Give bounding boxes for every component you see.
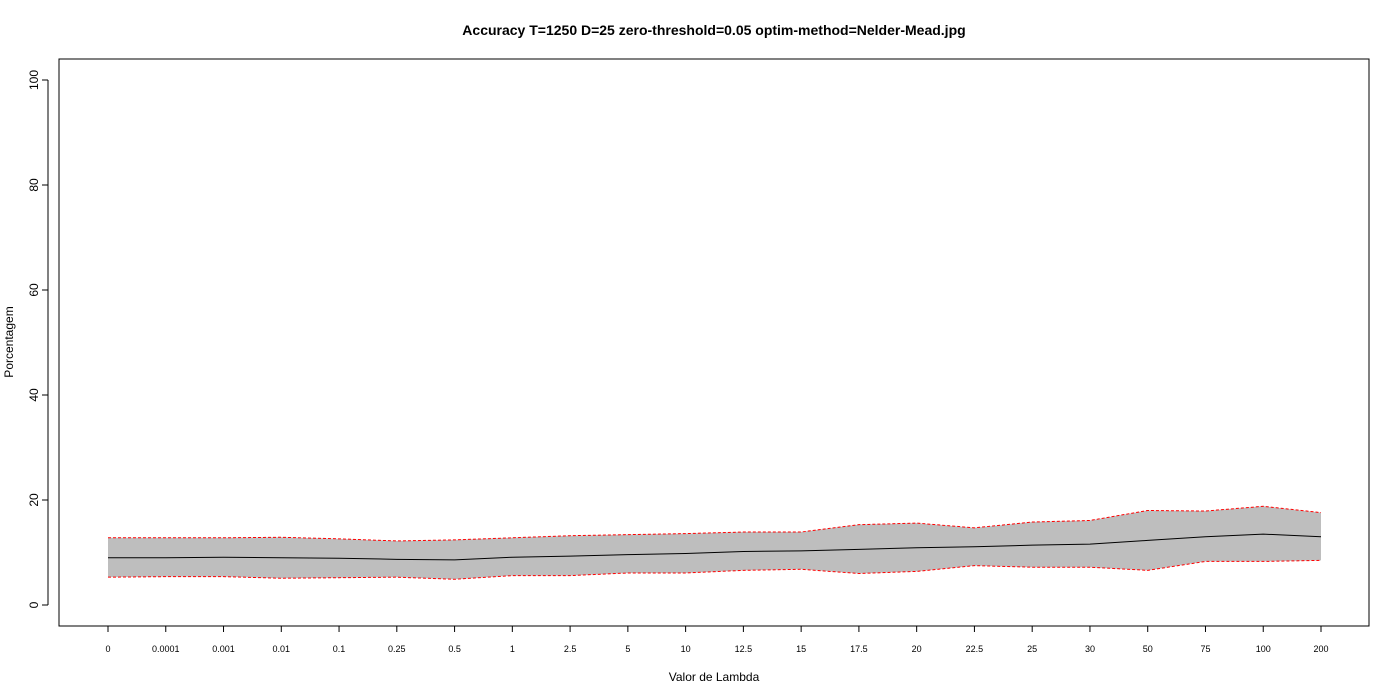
x-tick-label: 0.0001 — [152, 644, 180, 654]
x-tick-label: 0.1 — [333, 644, 346, 654]
x-tick-label: 2.5 — [564, 644, 577, 654]
x-axis-label: Valor de Lambda — [669, 670, 760, 684]
x-tick-label: 100 — [1256, 644, 1271, 654]
x-tick-label: 12.5 — [735, 644, 753, 654]
x-axis: 0 0.0001 0.001 0.01 0.1 0.25 0.5 1 2.5 5 10 12.5 15 1… — [105, 625, 1329, 654]
x-tick-label: 20 — [912, 644, 922, 654]
y-axis: 0 20 40 60 80 100 — [27, 70, 49, 608]
y-tick-label: 40 — [27, 388, 41, 402]
x-tick-label: 0.5 — [448, 644, 461, 654]
y-tick-label: 20 — [27, 493, 41, 507]
series-lower-line — [107, 559, 1322, 580]
x-tick-label: 200 — [1313, 644, 1328, 654]
x-tick-label: 0.25 — [388, 644, 406, 654]
x-tick-label: 1 — [510, 644, 515, 654]
series-mean-line — [108, 533, 1322, 561]
band-area — [108, 506, 1321, 580]
x-tick-label: 17.5 — [850, 644, 868, 654]
x-tick-label: 50 — [1143, 644, 1153, 654]
series-upper-line — [108, 505, 1322, 542]
y-tick-label: 80 — [27, 178, 41, 192]
chart-title: Accuracy T=1250 D=25 zero-threshold=0.05… — [462, 22, 965, 38]
x-tick-label: 30 — [1085, 644, 1095, 654]
x-tick-label: 22.5 — [966, 644, 984, 654]
confidence-band — [108, 506, 1321, 580]
x-tick-label: 15 — [796, 644, 806, 654]
x-tick-label: 10 — [681, 644, 691, 654]
x-tick-label: 0.001 — [212, 644, 235, 654]
x-tick-label: 25 — [1027, 644, 1037, 654]
y-tick-label: 0 — [27, 601, 41, 608]
y-axis-label: Porcentagem — [2, 306, 16, 377]
x-tick-label: 5 — [625, 644, 630, 654]
y-tick-label: 60 — [27, 283, 41, 297]
series-lines — [107, 505, 1322, 580]
x-tick-label: 0 — [105, 644, 110, 654]
y-tick-label: 100 — [27, 70, 41, 90]
x-tick-label: 75 — [1200, 644, 1210, 654]
x-tick-label: 0.01 — [273, 644, 291, 654]
